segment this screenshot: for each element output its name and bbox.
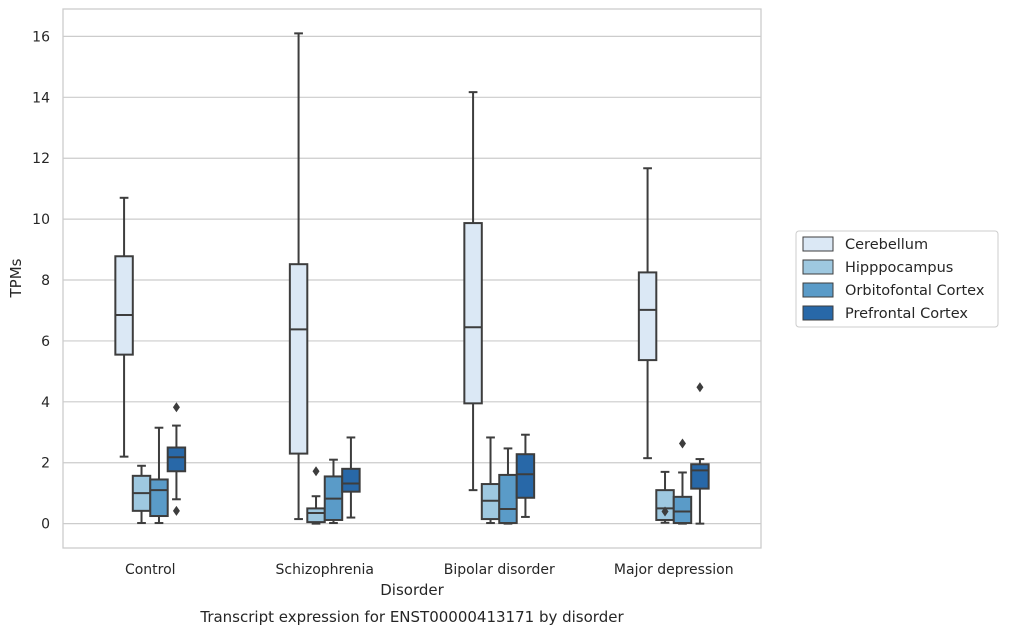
box-3-0	[637, 167, 658, 460]
legend-swatch	[802, 259, 834, 275]
box-body	[288, 263, 309, 455]
outlier-point	[678, 438, 686, 449]
figure-caption: Transcript expression for ENST0000041317…	[199, 608, 624, 626]
outlier-point	[172, 505, 180, 516]
box-2-2	[498, 447, 518, 525]
y-tick-label: 10	[32, 212, 50, 228]
box-3-3	[690, 382, 710, 525]
legend-frame	[795, 230, 999, 328]
box-body	[166, 446, 187, 473]
box-layer	[114, 32, 710, 525]
box-body	[690, 463, 710, 490]
legend-label: Orbitofontal Cortex	[845, 283, 985, 299]
box-body	[672, 495, 693, 525]
box-body	[637, 271, 658, 362]
x-tick-label: Bipolar disorder	[444, 562, 555, 578]
box-1-2	[323, 458, 344, 525]
box-1-1	[306, 466, 326, 525]
legend-swatch	[802, 236, 834, 252]
y-tick-label: 4	[41, 395, 50, 411]
box-3-2	[672, 438, 693, 525]
legend: Cerebellum Hipppocampus Orbitofontal Corte…	[795, 230, 999, 328]
x-axis-title: Disorder	[380, 581, 444, 599]
y-tick-label: 12	[32, 151, 50, 167]
y-tick-label: 0	[41, 517, 50, 533]
x-tick-label: Major depression	[614, 562, 734, 578]
y-tick-label: 14	[32, 90, 50, 106]
outlier-point	[661, 506, 669, 517]
box-body	[463, 222, 483, 405]
y-axis-title: TPMs	[7, 258, 25, 298]
outlier-point	[172, 402, 180, 413]
y-tick-label: 6	[41, 334, 50, 350]
x-axis-ticks: Control Schizophrenia Bipolar disorder Majo…	[125, 562, 734, 578]
y-tick-label: 8	[41, 273, 50, 289]
outlier-point	[696, 382, 704, 393]
legend-label: Prefrontal Cortex	[845, 306, 968, 322]
y-tick-label: 2	[41, 456, 50, 472]
legend-label: Cerebellum	[845, 237, 928, 253]
legend-items: Cerebellum Hipppocampus Orbitofontal Corte…	[802, 236, 985, 322]
box-0-1	[131, 464, 152, 525]
x-tick-label: Schizophrenia	[276, 562, 374, 578]
box-body	[114, 255, 134, 356]
box-1-0	[288, 32, 309, 521]
box-2-1	[480, 436, 501, 525]
box-3-1	[655, 470, 675, 524]
box-body	[515, 453, 536, 499]
legend-swatch	[802, 305, 834, 321]
box-body	[149, 478, 169, 518]
y-tick-label: 16	[32, 29, 50, 45]
box-1-3	[341, 436, 361, 519]
box-0-2	[149, 426, 169, 525]
box-body	[341, 467, 361, 493]
box-body	[306, 507, 326, 524]
legend-swatch	[802, 282, 834, 298]
box-0-0	[114, 196, 134, 458]
x-tick-label: Control	[125, 562, 176, 578]
box-2-3	[515, 433, 536, 518]
box-0-3	[166, 402, 187, 516]
box-2-0	[463, 91, 483, 492]
y-axis-ticks: 0 2 4 6 8 10 12 14 16	[32, 29, 50, 532]
box-body	[498, 473, 518, 525]
legend-label: Hipppocampus	[845, 260, 953, 276]
plot-area-frame	[62, 8, 762, 549]
outlier-point	[312, 466, 320, 477]
